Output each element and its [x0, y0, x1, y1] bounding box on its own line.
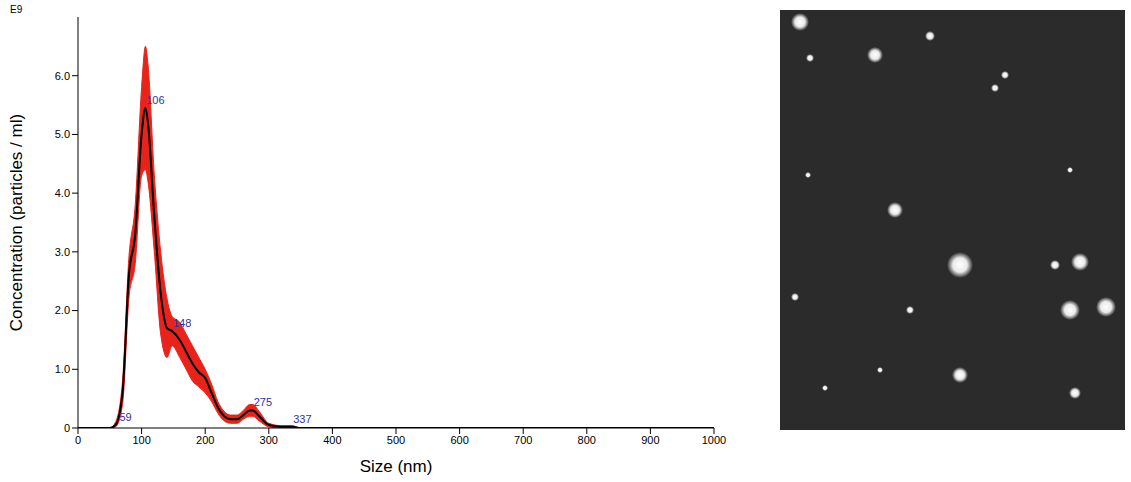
svg-text:600: 600: [450, 434, 468, 446]
svg-text:700: 700: [514, 434, 532, 446]
svg-text:6.0: 6.0: [55, 70, 70, 82]
svg-text:100: 100: [132, 434, 150, 446]
svg-text:Size (nm): Size (nm): [360, 457, 433, 476]
svg-text:0: 0: [75, 434, 81, 446]
svg-text:Concentration (particles / ml): Concentration (particles / ml): [7, 114, 26, 331]
svg-text:3.0: 3.0: [55, 246, 70, 258]
svg-text:800: 800: [578, 434, 596, 446]
svg-text:106: 106: [146, 94, 164, 106]
svg-text:900: 900: [641, 434, 659, 446]
svg-text:2.0: 2.0: [55, 304, 70, 316]
svg-text:275: 275: [254, 396, 272, 408]
svg-text:1000: 1000: [702, 434, 726, 446]
svg-text:59: 59: [119, 411, 131, 423]
svg-text:337: 337: [293, 413, 311, 425]
svg-text:400: 400: [323, 434, 341, 446]
svg-text:4.0: 4.0: [55, 187, 70, 199]
svg-text:5.0: 5.0: [55, 128, 70, 140]
svg-text:0: 0: [64, 422, 70, 434]
svg-text:500: 500: [387, 434, 405, 446]
html-text:E9: E9: [10, 4, 23, 15]
svg-text:148: 148: [173, 317, 191, 329]
svg-text:1.0: 1.0: [55, 363, 70, 375]
svg-text:300: 300: [260, 434, 278, 446]
svg-text:200: 200: [196, 434, 214, 446]
